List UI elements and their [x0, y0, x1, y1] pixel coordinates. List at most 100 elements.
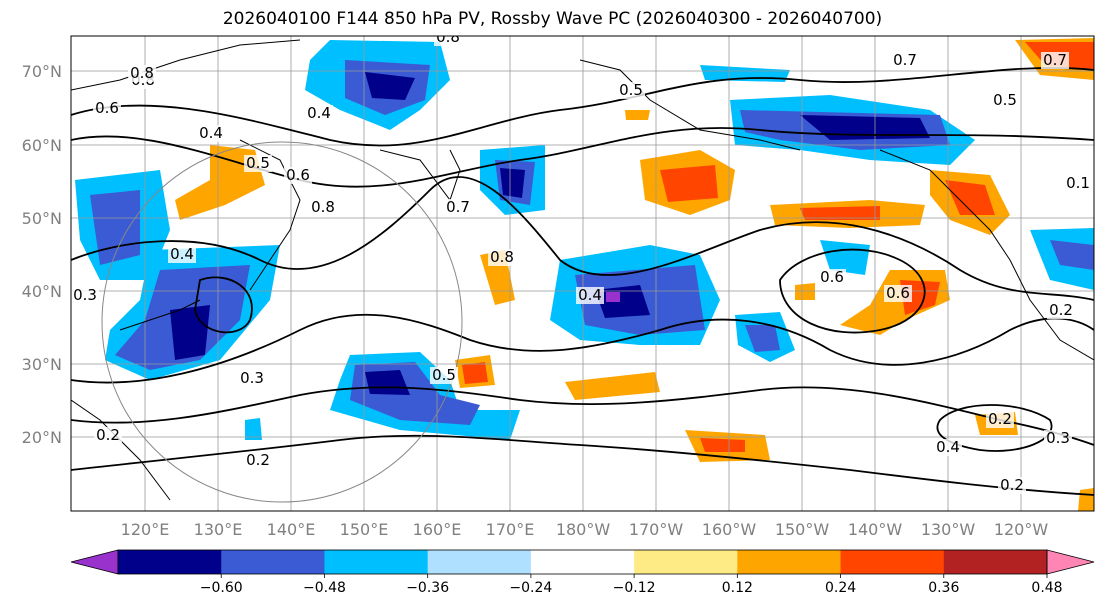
contour-label-bg	[93, 100, 121, 117]
contour-label: 0.4	[936, 438, 960, 456]
graticule	[71, 36, 1094, 511]
contour-label: 0.5	[619, 81, 643, 99]
contour-label-bg	[818, 269, 846, 286]
contour-label-bg	[617, 82, 645, 99]
contour-label-bg	[1044, 430, 1072, 447]
lon-label: 150°E	[340, 520, 389, 539]
colorbar-tick-label: −0.60	[200, 580, 243, 596]
contour-label: 0.3	[1046, 429, 1070, 447]
colorbar-segment	[530, 550, 635, 574]
contour-label-bg	[309, 199, 337, 216]
contour-label: 0.4	[170, 245, 194, 263]
colorbar-segment	[324, 550, 429, 574]
contour-label: 0.4	[199, 124, 223, 142]
colorbar-segment	[943, 550, 1048, 574]
map-title: 2026040100 F144 850 hPa PV, Rossby Wave …	[222, 9, 883, 29]
lon-label: 150°W	[775, 520, 830, 539]
lat-label: 70°N	[22, 62, 62, 81]
pv-contours	[71, 67, 1094, 496]
contour-label-bg	[430, 367, 458, 384]
contour-label: 0.1	[1066, 174, 1090, 192]
contour-label-bg	[934, 439, 962, 456]
contour-label-bg	[305, 105, 333, 122]
colorbar-segment	[118, 550, 222, 574]
lon-label: 120°E	[121, 520, 170, 539]
positive-anomaly-shading	[175, 38, 1094, 511]
contour-label: 0.6	[286, 166, 310, 184]
contour-label-bg	[884, 285, 912, 302]
lon-label: 160°E	[413, 520, 462, 539]
lat-label: 40°N	[22, 282, 62, 301]
lon-label: 170°E	[486, 520, 535, 539]
contour-label: 0.7	[1043, 51, 1067, 69]
lat-label: 50°N	[22, 209, 62, 228]
contour-label: 0.2	[246, 451, 270, 469]
lat-label: 20°N	[22, 428, 62, 447]
contour-label-bg	[998, 477, 1026, 494]
lon-label: 130°W	[921, 520, 976, 539]
contour-label: 0.6	[95, 99, 119, 117]
contour-label-bg	[576, 287, 604, 304]
colorbar-outline	[117, 549, 1048, 575]
contour-label-bg	[128, 65, 156, 82]
contour-label: 0.7	[893, 51, 917, 69]
contour-label-bg	[488, 249, 516, 266]
lon-label: 180°W	[556, 520, 611, 539]
colorbar-segment	[634, 550, 738, 574]
contour-label-bg	[244, 452, 272, 469]
colorbar-tick-label: −0.12	[613, 580, 656, 596]
contour-label: 0.7	[446, 198, 470, 216]
lon-label: 130°E	[194, 520, 243, 539]
contour-label: 0.2	[1049, 301, 1073, 319]
contour-label: 0.8	[490, 248, 514, 266]
colorbar-segment	[427, 550, 532, 574]
coastlines	[71, 39, 1094, 501]
colorbar-tick-label: 0.36	[928, 580, 959, 596]
colorbar-tick-label: 0.24	[825, 580, 856, 596]
contour-label-bg	[891, 52, 919, 69]
contour-label: 0.5	[993, 91, 1017, 109]
contour-label-bg	[71, 287, 99, 304]
colorbar-segment	[737, 550, 842, 574]
lon-label: 120°W	[994, 520, 1049, 539]
contour-label-bg	[94, 427, 122, 444]
map-frame	[70, 35, 1095, 512]
contour-label-bg	[1047, 302, 1075, 319]
colorbar-min-extension	[70, 549, 119, 575]
lat-label: 30°N	[22, 355, 62, 374]
contour-label: 0.8	[436, 28, 460, 46]
contour-label: 0.8	[311, 198, 335, 216]
colorbar-max-extension	[1046, 549, 1095, 575]
contour-label: 0.8	[130, 64, 154, 82]
contour-label: 0.2	[1000, 476, 1024, 494]
colorbar	[70, 549, 1095, 575]
colorbar-tick-label: 0.48	[1031, 580, 1062, 596]
colorbar-tick-label: −0.36	[406, 580, 449, 596]
contour-label-bg	[168, 246, 196, 263]
contour-label-bg	[244, 155, 272, 172]
contour-label: 0.2	[96, 426, 120, 444]
contour-label: 0.4	[307, 104, 331, 122]
contour-label-bg	[1041, 52, 1069, 69]
map-field: 0.80.60.80.40.40.50.60.80.70.80.40.30.30…	[71, 28, 1094, 511]
colorbar-segment	[840, 550, 945, 574]
colorbar-ticks: −0.60 −0.48 −0.36 −0.24 −0.12 0.12 0.24 0.36 0.4…	[200, 574, 1063, 596]
contour-label-bg	[238, 370, 266, 387]
colorbar-segment	[221, 550, 325, 574]
contour-label: 0.6	[820, 268, 844, 286]
colorbar-tick-label: −0.24	[509, 580, 552, 596]
colorbar-tick-label: 0.12	[722, 580, 753, 596]
colorbar-tick-label: −0.48	[303, 580, 346, 596]
reference-circle	[101, 141, 463, 503]
latitude-labels: 70°N 60°N 50°N 40°N 30°N 20°N	[22, 62, 62, 447]
contour-label-bg	[1064, 175, 1092, 192]
lon-label: 140°W	[848, 520, 903, 539]
contour-label-bg	[991, 92, 1019, 109]
contour-label-bg	[986, 411, 1014, 428]
contour-label: 0.2	[988, 410, 1012, 428]
contour-label: 0.6	[886, 284, 910, 302]
lon-label: 140°E	[267, 520, 316, 539]
contour-label-bg	[197, 125, 225, 142]
contour-label-bg	[284, 167, 312, 184]
